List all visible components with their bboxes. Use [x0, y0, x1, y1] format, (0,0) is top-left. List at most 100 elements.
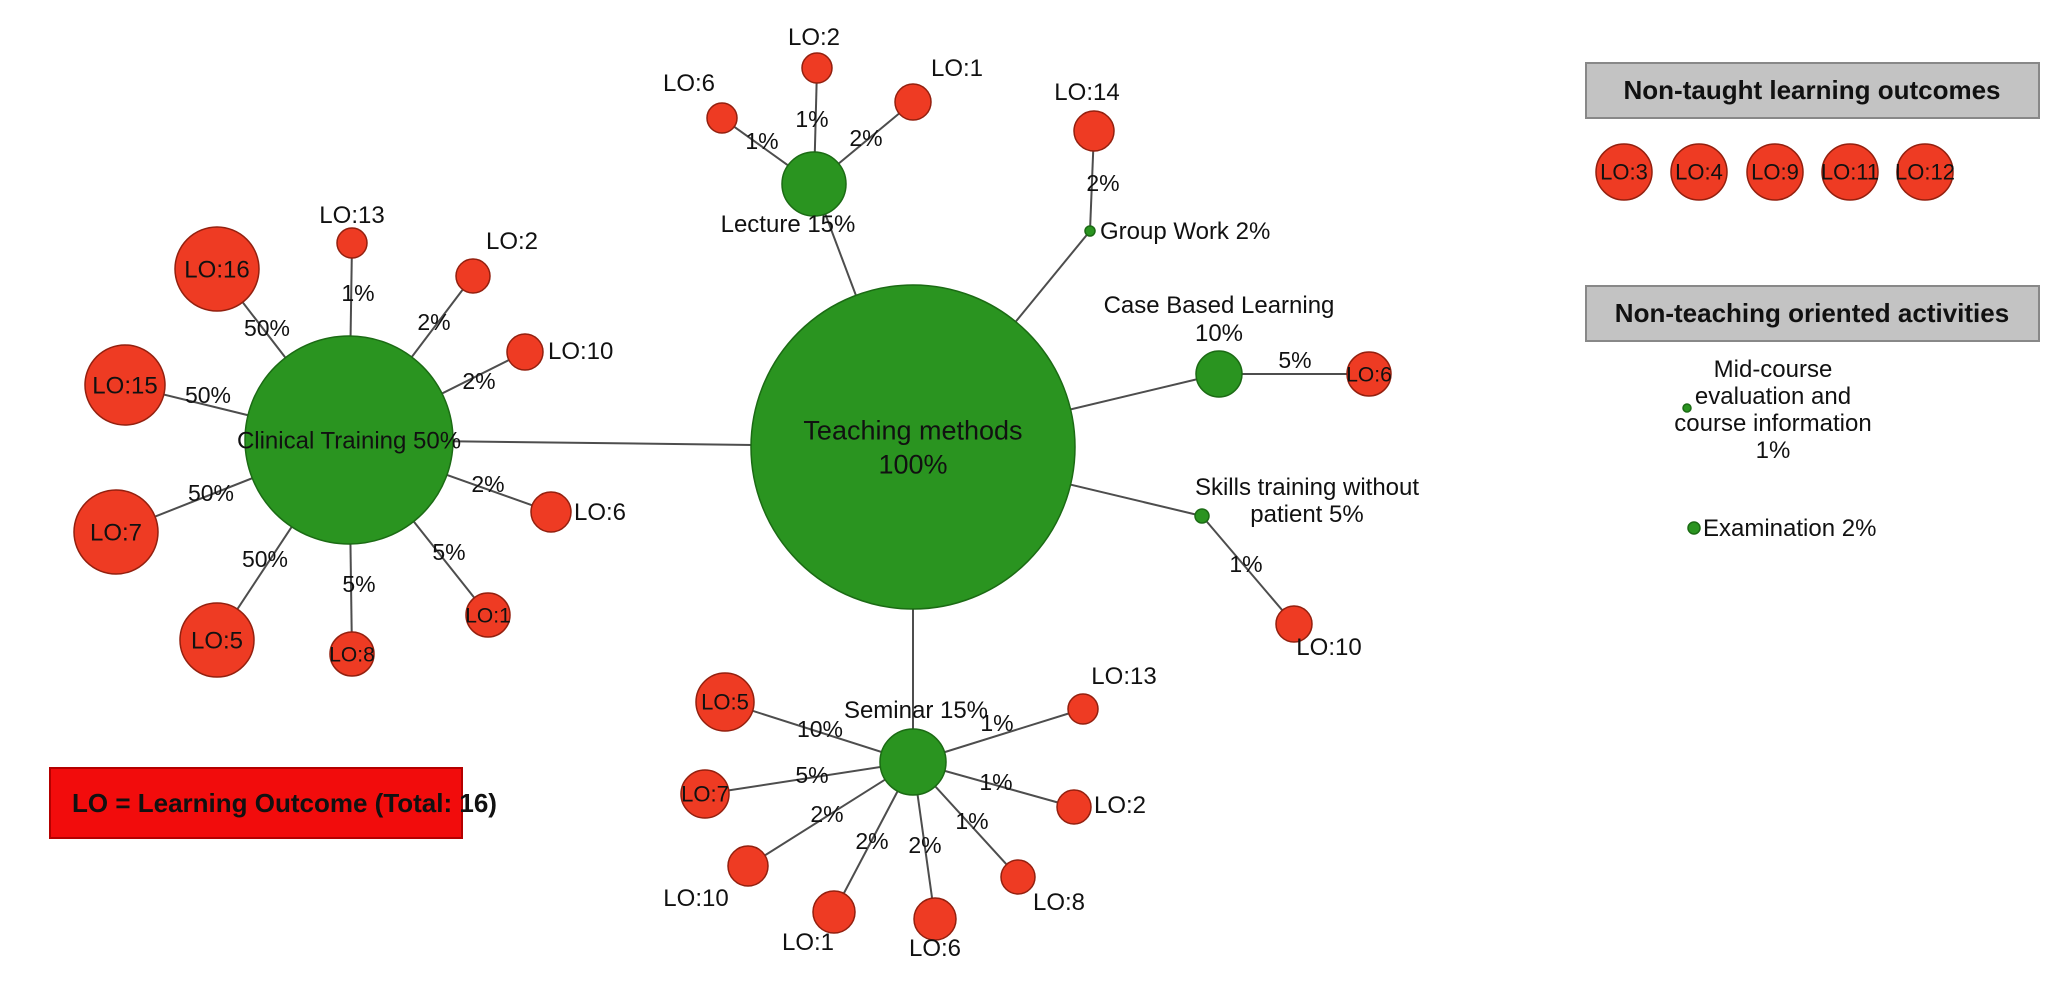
edge-ct-lo1-label: 5%: [432, 539, 465, 565]
node-sem-lo5-label: LO:5: [701, 690, 749, 715]
non-taught-header: Non-taught learning outcomes: [1624, 75, 2001, 105]
label-examination: Examination 2%: [1703, 515, 1876, 542]
node-sem-lo1: [812, 890, 856, 934]
edge-casebased-lo6-label: 5%: [1278, 347, 1311, 373]
node-lecture: [781, 151, 847, 217]
label-lec-lo6: LO:6: [663, 70, 715, 97]
midcourse-line4: 1%: [1756, 437, 1791, 464]
node-nontaught-lo4: [1670, 143, 1728, 201]
node-sem-lo7-label: LO:7: [681, 782, 729, 807]
node-nontaught-lo9: [1746, 143, 1804, 201]
node-ct-lo10: [506, 333, 544, 371]
edge-sem-lo5-label: 10%: [797, 716, 843, 742]
edge-sem-lo8-label: 1%: [955, 808, 988, 834]
edge-ct-lo8-label: 5%: [342, 571, 375, 597]
label-sk-lo10: LO:10: [1296, 634, 1361, 661]
node-ct-lo16: [174, 226, 260, 312]
node-sem-lo5: [695, 672, 755, 732]
node-ct-lo1-label: LO:1: [465, 604, 511, 627]
node-nontaught-lo4-label: LO:4: [1675, 160, 1723, 185]
label-lec-lo1: LO:1: [931, 55, 983, 82]
node-seminar: [879, 728, 947, 796]
node-nontaught-lo12-label: LO:12: [1895, 160, 1955, 185]
label-ct-lo2: LO:2: [486, 228, 538, 255]
node-lec-lo6: [706, 102, 738, 134]
node-nontaught-lo12: [1896, 143, 1954, 201]
label-sem-lo2: LO:2: [1094, 792, 1146, 819]
node-skills-training: [1194, 508, 1210, 524]
non-taught-box: [1585, 62, 2040, 119]
edge-ct-lo5-label: 50%: [242, 546, 288, 572]
node-sem-lo13: [1067, 693, 1099, 725]
non-teaching-box: [1585, 285, 2040, 342]
label-case-based-line2: 10%: [1195, 320, 1243, 347]
legend-box: [49, 767, 463, 839]
edge-lec-lo1-label: 2%: [849, 125, 882, 151]
label-ct-lo13: LO:13: [319, 202, 384, 229]
node-examination-dot: [1687, 521, 1701, 535]
node-sem-lo8: [1000, 859, 1036, 895]
edge-groupwork-lo14-label: 2%: [1086, 170, 1119, 196]
node-nontaught-lo11-label: LO:11: [1821, 160, 1879, 185]
node-cb-lo6: [1346, 351, 1392, 397]
node-clinical-training-label: Clinical Training 50%: [237, 427, 461, 454]
edge-sem-lo13-label: 1%: [980, 710, 1013, 736]
edge-sem-lo10-label: 2%: [810, 801, 843, 827]
midcourse-line2: evaluation and: [1695, 383, 1851, 410]
edge-ct-lo6-label: 2%: [471, 471, 504, 497]
node-ct-lo13: [336, 227, 368, 259]
edge-skills-lo10-label: 1%: [1229, 551, 1262, 577]
edge-sem-lo7: [704, 761, 914, 795]
node-ct-lo8-label: LO:8: [329, 643, 375, 666]
node-cb-lo6-label: LO:6: [1346, 363, 1392, 386]
node-sem-lo2: [1056, 789, 1092, 825]
node-ct-lo7: [73, 489, 159, 575]
legend-label: LO = Learning Outcome (Total: 16): [72, 788, 497, 818]
node-ct-lo5: [179, 602, 255, 678]
node-sk-lo10: [1275, 605, 1313, 643]
node-ct-lo6: [530, 491, 572, 533]
node-sem-lo6: [913, 897, 957, 941]
node-ct-lo5-label: LO:5: [191, 627, 243, 654]
edge-ct-lo2-label: 2%: [417, 309, 450, 335]
edge-ct-lo16-label: 50%: [244, 315, 290, 341]
midcourse-line1: Mid-course: [1714, 356, 1833, 383]
midcourse-line3: course information: [1674, 410, 1871, 437]
edge-ct-lo7-label: 50%: [188, 480, 234, 506]
label-ct-lo6: LO:6: [574, 499, 626, 526]
edge-sem-lo7-label: 5%: [795, 762, 828, 788]
non-teaching-header: Non-teaching oriented activities: [1615, 298, 2009, 328]
node-sem-lo7: [680, 769, 730, 819]
node-ct-lo8: [329, 631, 375, 677]
edge-ct-lo13-label: 1%: [341, 280, 374, 306]
edge-sem-lo6-label: 2%: [908, 832, 941, 858]
label-group-work: Group Work 2%: [1100, 218, 1270, 245]
edge-ct-lo15-label: 50%: [185, 382, 231, 408]
node-ct-lo2: [455, 258, 491, 294]
label-lec-lo2: LO:2: [788, 24, 840, 51]
label-sem-lo6: LO:6: [909, 935, 961, 962]
label-sem-lo8: LO:8: [1033, 889, 1085, 916]
node-ct-lo16-label: LO:16: [184, 256, 249, 283]
node-gw-lo14: [1073, 110, 1115, 152]
label-skills-line2: patient 5%: [1250, 501, 1363, 528]
edge-ct-lo10-label: 2%: [462, 368, 495, 394]
node-nontaught-lo11: [1821, 143, 1879, 201]
label-sem-lo13: LO:13: [1091, 663, 1156, 690]
label-ct-lo10: LO:10: [548, 338, 613, 365]
node-teaching-methods: [750, 284, 1076, 610]
node-ct-lo15-label: LO:15: [92, 372, 157, 399]
edge-skills-lo10: [1201, 515, 1295, 625]
node-midcourse-dot: [1682, 403, 1692, 413]
node-sem-lo10: [727, 845, 769, 887]
label-lecture: Lecture 15%: [721, 211, 856, 238]
label-gw-lo14: LO:14: [1054, 79, 1119, 106]
label-sem-lo1: LO:1: [782, 929, 834, 956]
node-ct-lo15: [84, 344, 166, 426]
node-ct-lo7-label: LO:7: [90, 519, 142, 546]
label-sem-lo10: LO:10: [663, 885, 728, 912]
label-skills-line1: Skills training without: [1195, 474, 1419, 501]
node-clinical-training: [244, 335, 454, 545]
